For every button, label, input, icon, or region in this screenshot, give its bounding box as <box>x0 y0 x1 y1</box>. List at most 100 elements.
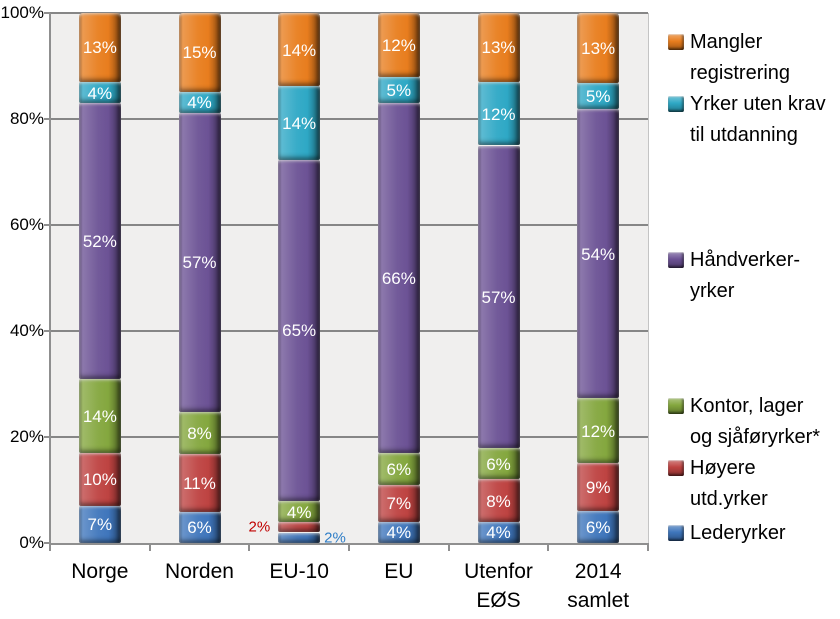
legend-swatch <box>668 460 684 476</box>
bar-segment <box>477 479 520 522</box>
x-axis-tick <box>447 543 450 551</box>
bar-segment <box>78 103 121 379</box>
data-label: 14% <box>282 40 317 60</box>
bar-segment <box>377 484 420 522</box>
gridline-80 <box>50 118 648 120</box>
y-axis-line <box>49 13 51 545</box>
category-label: Norden <box>165 560 234 583</box>
x-axis-tick <box>248 543 251 551</box>
bar-segment <box>477 13 520 82</box>
bar-segment <box>178 453 221 512</box>
bar-segment <box>278 532 321 543</box>
category-label: Norge <box>71 560 129 583</box>
y-axis-tick-label: 40% <box>9 321 44 340</box>
outside-data-label: 2% <box>324 529 346 547</box>
legend-label: Mangler registrering <box>690 31 791 84</box>
bar-segment <box>78 378 121 453</box>
data-label: 4% <box>87 83 113 103</box>
gridline-20 <box>50 436 648 438</box>
y-axis-tick <box>44 436 50 438</box>
legend-item: Høyere utd.yrker <box>668 453 768 515</box>
bar-segment <box>477 521 520 543</box>
gridline-60 <box>50 224 648 226</box>
bar-segment <box>377 452 420 485</box>
data-label: 66% <box>381 269 416 288</box>
data-label: 12% <box>481 104 516 124</box>
y-axis-tick-label: 20% <box>9 427 44 446</box>
bar-segment <box>178 13 221 92</box>
legend-label: Yrker uten krav til utdanning <box>690 93 826 146</box>
bar-segment <box>577 109 620 399</box>
data-label: 4% <box>187 93 212 113</box>
legend-item: Lederyrker <box>668 518 786 549</box>
legend-swatch <box>668 34 684 50</box>
data-label: 12% <box>581 421 616 441</box>
data-label: 13% <box>581 38 616 58</box>
data-label: 4% <box>486 523 511 543</box>
bar-segment <box>278 501 321 522</box>
bar-segment <box>377 521 420 543</box>
legend-label: Høyere utd.yrker <box>690 457 768 510</box>
data-label: 6% <box>585 517 611 537</box>
legend-swatch <box>668 398 684 414</box>
data-label: 52% <box>82 231 117 251</box>
x-axis-tick <box>348 543 350 551</box>
data-label: 7% <box>87 515 113 535</box>
data-label: 13% <box>481 38 516 58</box>
gridline-100 <box>50 12 648 14</box>
legend-swatch <box>668 525 684 541</box>
y-axis-tick <box>44 224 50 226</box>
x-axis-tick <box>547 543 550 551</box>
bar-segment <box>577 398 620 463</box>
data-label: 6% <box>386 459 412 479</box>
legend-item: Håndverker-yrker <box>668 245 800 307</box>
data-label: 14% <box>82 406 117 426</box>
data-label: 6% <box>486 454 511 474</box>
bar-segment <box>577 82 620 110</box>
bar-segment <box>577 13 620 83</box>
y-axis-tick-label: 0% <box>19 533 44 552</box>
bar-segment <box>78 81 121 104</box>
bar-segment <box>477 447 520 480</box>
y-axis-tick <box>44 542 50 544</box>
bar-segment <box>78 452 121 506</box>
bar-segment <box>278 159 321 501</box>
legend-label: Håndverker-yrker <box>690 249 801 302</box>
outside-data-label: 2% <box>248 518 271 536</box>
bar-segment <box>477 145 520 448</box>
legend-label: Lederyrker <box>690 522 786 544</box>
bar-segment <box>178 411 221 454</box>
bar-segment <box>78 13 121 82</box>
data-label: 15% <box>182 43 217 63</box>
bar-segment <box>477 81 520 146</box>
x-axis-tick <box>148 543 151 551</box>
data-label: 4% <box>386 523 412 543</box>
plot-area <box>50 12 649 543</box>
category-label: Utenfor EØS <box>464 560 533 612</box>
bar-segment <box>178 91 221 113</box>
legend-label: Kontor, lager og sjåføryrker* <box>690 395 821 448</box>
y-axis-tick-label: 80% <box>9 109 44 128</box>
data-label: 10% <box>82 470 117 490</box>
data-label: 9% <box>585 477 611 497</box>
data-label: 6% <box>187 518 212 538</box>
gridline-40 <box>50 330 648 332</box>
data-label: 4% <box>286 502 312 522</box>
bar-segment <box>278 86 321 160</box>
category-label: EU-10 <box>269 560 329 583</box>
data-label: 5% <box>386 80 412 100</box>
bar-segment <box>178 511 221 543</box>
data-label: 54% <box>581 244 616 264</box>
bar-segment <box>577 462 620 511</box>
chart-legend: Mangler registrering Yrker uten krav til ut… <box>664 0 840 619</box>
y-axis-tick <box>44 118 50 120</box>
data-label: 57% <box>182 253 217 273</box>
bar-segment <box>78 505 121 543</box>
x-axis-tick <box>647 543 649 551</box>
data-label: 57% <box>481 287 516 307</box>
bar-segment <box>377 13 420 77</box>
bar-segment <box>377 76 420 104</box>
y-axis-tick <box>44 12 50 14</box>
y-axis-tick-label: 60% <box>9 215 44 234</box>
